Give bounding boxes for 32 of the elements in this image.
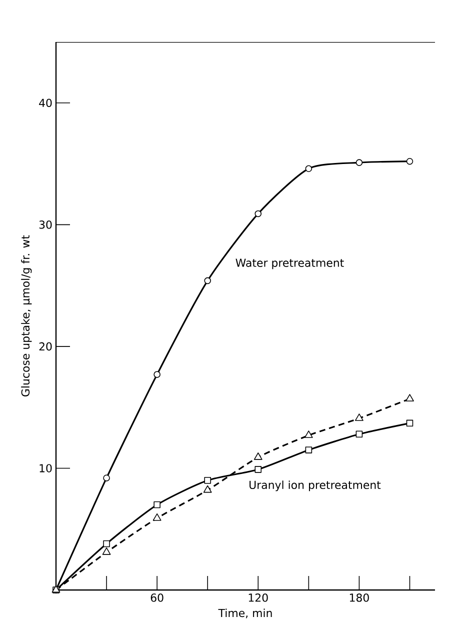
point xyxy=(305,165,312,172)
x-tick-label: 120 xyxy=(248,594,268,602)
point xyxy=(254,452,262,460)
point xyxy=(204,277,211,284)
point xyxy=(103,474,110,482)
y-tick-label: 40 xyxy=(39,98,52,108)
point xyxy=(305,446,312,454)
point xyxy=(406,158,414,165)
point xyxy=(103,540,110,548)
annotation: Water pretreatment xyxy=(236,258,344,270)
point xyxy=(355,414,364,421)
point xyxy=(204,477,211,484)
point xyxy=(304,430,313,438)
point xyxy=(254,466,262,473)
point xyxy=(102,547,111,555)
point xyxy=(254,210,262,218)
x-axis-title: Time, min xyxy=(218,608,272,618)
point xyxy=(154,371,160,378)
point xyxy=(406,394,414,402)
point xyxy=(203,485,212,493)
annotation: Uranyl ion pretreatment xyxy=(250,480,381,492)
y-tick-label: 20 xyxy=(39,342,52,351)
point xyxy=(152,513,162,521)
y-tick-label: 10 xyxy=(40,464,52,472)
point xyxy=(356,430,363,438)
y-axis-title: Glucose uptake, μmol/g fr. wt xyxy=(21,235,32,396)
y-tick-label: 30 xyxy=(39,220,52,229)
point xyxy=(356,159,363,166)
x-tick-label: 180 xyxy=(350,594,369,602)
x-tick-label: 60 xyxy=(150,594,164,602)
point xyxy=(406,420,414,427)
point xyxy=(154,501,160,508)
